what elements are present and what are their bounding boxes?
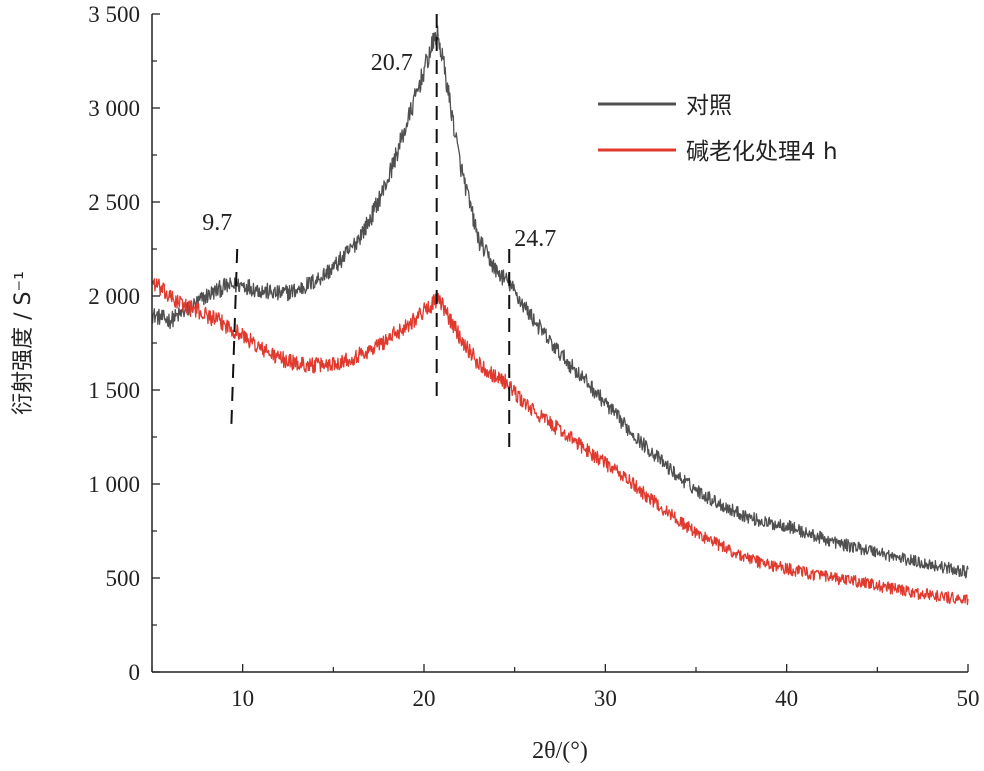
axes [151,14,968,673]
y-tick-label: 2 000 [88,284,140,309]
peak-label: 20.7 [371,50,413,76]
peak-label: 24.7 [514,226,556,252]
x-tick-label: 30 [594,686,617,711]
x-tick-label: 10 [231,686,254,711]
peak-marker-line [230,248,239,430]
x-tick-label: 20 [413,686,436,711]
y-tick-label: 2 500 [88,190,140,215]
y-tick-label: 0 [129,660,141,685]
x-tick-label: 40 [775,686,798,711]
series-layer [151,25,969,606]
y-tick-label: 1 000 [88,472,140,497]
legend-label: 对照 [686,93,732,119]
series-line-control [151,25,969,579]
y-axis-title: 衍射强度 / S⁻¹ [11,271,36,415]
y-tick-label: 1 500 [88,378,140,403]
y-tick-label: 3 500 [88,2,140,27]
x-axis-title: 2θ/(°) [532,738,588,764]
peak-label: 9.7 [202,210,232,236]
legend-label: 碱老化处理4 h [686,139,838,165]
x-tick-label: 50 [957,686,980,711]
series-line-alkali-aged [151,278,969,606]
peak-marker-layer: 9.7 20.7 24.7 [202,14,556,456]
y-tick-label: 500 [106,566,141,591]
y-tick-label: 3 000 [88,96,140,121]
